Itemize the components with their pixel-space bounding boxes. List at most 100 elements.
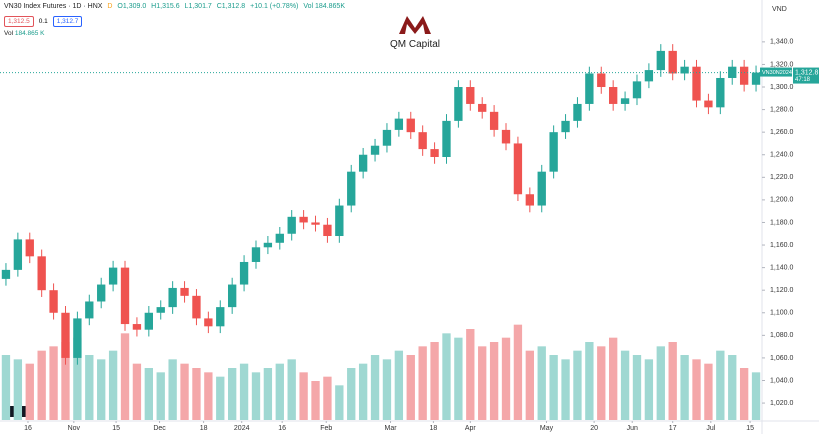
- candle-body: [549, 132, 558, 172]
- candle-body: [25, 239, 34, 257]
- volume-bar: [680, 355, 689, 420]
- y-tick-label: 1,120.0: [770, 287, 793, 294]
- symbol-tag: VN30N2024: [762, 70, 792, 76]
- candle-body: [97, 284, 106, 302]
- volume-bar: [561, 359, 570, 420]
- x-tick-label: 18: [429, 425, 437, 432]
- x-tick-label: 20: [590, 425, 598, 432]
- volume-bar: [382, 359, 392, 420]
- spread: 0.1: [38, 18, 48, 25]
- candle-body: [501, 129, 511, 144]
- volume-bar: [97, 359, 106, 420]
- candle-body: [251, 247, 261, 262]
- candle-body: [156, 307, 165, 313]
- volume-bar: [739, 368, 749, 420]
- candle-body: [382, 129, 392, 146]
- candle-body: [597, 73, 606, 88]
- y-tick-label: 1,160.0: [770, 242, 793, 249]
- candle-body: [61, 312, 70, 358]
- volume-bar: [73, 337, 82, 420]
- candle-body: [609, 87, 618, 104]
- y-tick-label: 1,320.0: [770, 61, 793, 68]
- logo-mark: [399, 16, 431, 34]
- candle-body: [49, 290, 58, 313]
- candle-body: [347, 171, 356, 206]
- order-boxes: 1,312.5 0.1 1,312.7: [4, 16, 84, 27]
- volume-bar: [239, 363, 249, 420]
- title: VN30 Index Futures · 1D · HNX: [4, 3, 103, 10]
- candle-body: [656, 50, 665, 71]
- candle-body: [406, 118, 415, 133]
- candle-body: [442, 120, 451, 157]
- legend-header: VN30 Index Futures · 1D · HNX D O1,309.0…: [4, 3, 348, 10]
- low: L1,301.7: [184, 3, 212, 10]
- sell-box[interactable]: 1,312.5: [4, 16, 34, 27]
- candle-body: [668, 50, 677, 74]
- volume-bar: [609, 337, 618, 420]
- volume-bar: [668, 342, 677, 420]
- y-tick-label: 1,080.0: [770, 332, 793, 339]
- candle-body: [85, 301, 94, 319]
- candle-body: [704, 100, 713, 108]
- candle-body: [751, 72, 761, 85]
- candle-body: [192, 295, 201, 319]
- candle-body: [120, 267, 130, 325]
- buy-box[interactable]: 1,312.7: [52, 16, 83, 27]
- candle-body: [489, 111, 499, 130]
- x-tick-label: Nov: [68, 425, 81, 432]
- candle-body: [573, 103, 582, 121]
- volume-bar: [85, 355, 94, 420]
- volume-bar: [204, 372, 213, 420]
- y-tick-label: 1,060.0: [770, 355, 793, 362]
- volume-bar: [620, 350, 630, 420]
- volume-bar: [525, 350, 534, 420]
- candle-body: [394, 118, 404, 130]
- y-tick-label: 1,340.0: [770, 39, 793, 46]
- volume-bar: [728, 355, 737, 420]
- volume-bar: [168, 359, 177, 420]
- candle-body: [299, 216, 308, 223]
- volume-bar: [216, 376, 225, 420]
- x-tick-label: 2024: [234, 425, 250, 432]
- y-tick-label: 1,020.0: [770, 400, 793, 407]
- x-tick-label: 17: [669, 425, 677, 432]
- candle-body: [418, 132, 427, 150]
- volume-bar: [335, 385, 344, 420]
- candle-body: [263, 242, 273, 248]
- y-tick-label: 1,220.0: [770, 174, 793, 181]
- candle-body: [430, 149, 439, 157]
- volume-bar: [192, 368, 201, 420]
- x-tick-label: Jun: [627, 425, 638, 432]
- x-tick-label: Dec: [153, 425, 166, 432]
- symbol-tag-box: [760, 67, 792, 77]
- candle-body: [132, 324, 142, 330]
- volume-bar: [120, 333, 130, 420]
- y-tick-label: 1,140.0: [770, 264, 793, 271]
- volume-bar: [489, 342, 499, 420]
- x-tick-label: 16: [278, 425, 286, 432]
- volume-bar: [549, 355, 558, 420]
- candle-body: [585, 73, 594, 104]
- volume-bar: [370, 355, 380, 420]
- candle-body: [204, 318, 213, 327]
- volume-bar: [323, 376, 332, 420]
- y-tick-label: 1,100.0: [770, 310, 793, 317]
- candle-body: [466, 87, 475, 104]
- x-tick-label: 15: [112, 425, 120, 432]
- volume-bar: [454, 337, 463, 420]
- volume-bar: [501, 337, 511, 420]
- x-tick-label: 18: [200, 425, 208, 432]
- candle-body: [513, 143, 523, 195]
- candle-body: [716, 77, 725, 108]
- candle-body: [311, 222, 320, 225]
- candle-body: [37, 256, 46, 291]
- volume-bar: [537, 346, 546, 420]
- candle-body: [239, 261, 249, 285]
- candle-body: [287, 216, 296, 234]
- volume-bar: [275, 363, 284, 420]
- volume-bar: [61, 342, 70, 420]
- volume-bar: [251, 372, 261, 420]
- candle-body: [168, 287, 177, 308]
- x-tick-label: Mar: [384, 425, 397, 432]
